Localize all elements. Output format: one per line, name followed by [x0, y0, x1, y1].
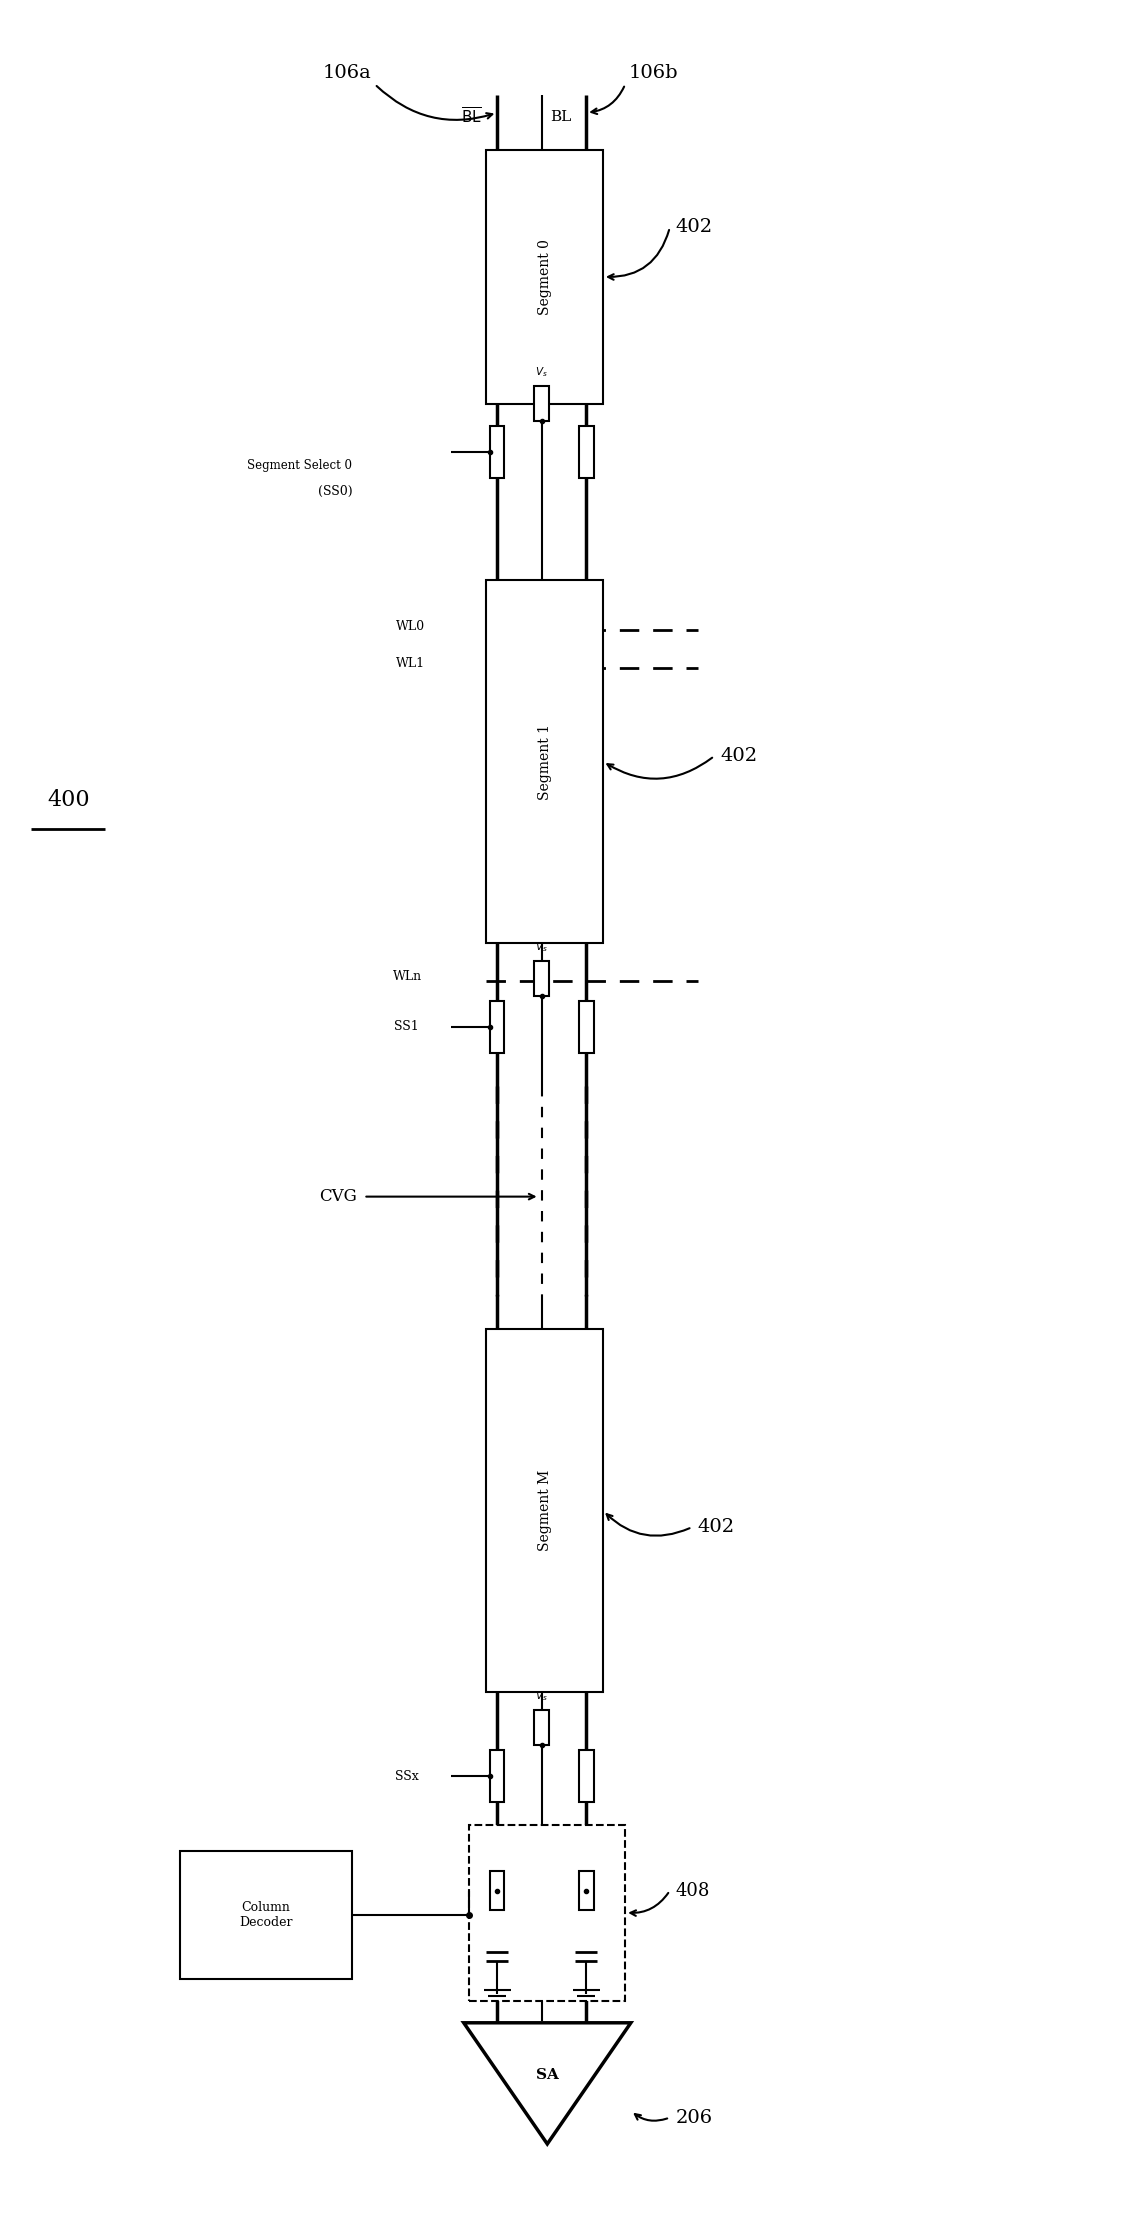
Text: SA: SA: [536, 2068, 558, 2082]
Text: Column
Decoder: Column Decoder: [239, 1900, 293, 1929]
Bar: [486, 151, 603, 403]
Text: $\overline{\mathrm{BL}}$: $\overline{\mathrm{BL}}$: [461, 106, 482, 126]
Text: (SS0): (SS0): [318, 486, 352, 499]
Text: CVG: CVG: [319, 1188, 356, 1206]
Bar: [490, 1871, 504, 1911]
Bar: [535, 960, 549, 995]
Text: 400: 400: [47, 789, 89, 811]
Text: WLn: WLn: [394, 969, 423, 982]
Text: Segment M: Segment M: [538, 1470, 552, 1552]
Bar: [486, 1328, 603, 1692]
Bar: [490, 1749, 504, 1802]
Text: WL1: WL1: [396, 656, 425, 670]
Text: 402: 402: [720, 747, 757, 765]
Text: WL0: WL0: [396, 619, 425, 632]
Text: SSx: SSx: [396, 1769, 420, 1782]
Text: Segment 1: Segment 1: [538, 723, 552, 800]
Bar: [179, 1851, 352, 1980]
Text: Segment Select 0: Segment Select 0: [247, 459, 352, 472]
Text: 106b: 106b: [628, 64, 678, 82]
Bar: [490, 1000, 504, 1053]
Text: 402: 402: [698, 1519, 734, 1536]
Bar: [535, 1709, 549, 1745]
Text: $V_s$: $V_s$: [536, 366, 548, 379]
Text: 402: 402: [676, 217, 713, 237]
Bar: [579, 426, 593, 479]
Text: 206: 206: [676, 2108, 713, 2126]
Bar: [486, 581, 603, 942]
Text: 106a: 106a: [323, 64, 371, 82]
Text: BL: BL: [550, 111, 571, 124]
Text: $V_s$: $V_s$: [536, 1689, 548, 1703]
Text: $V_s$: $V_s$: [536, 940, 548, 953]
Bar: [579, 1749, 593, 1802]
Text: SS1: SS1: [395, 1020, 420, 1033]
Bar: [579, 1871, 593, 1911]
Text: Segment 0: Segment 0: [538, 239, 552, 315]
Text: 408: 408: [676, 1882, 710, 1900]
Bar: [469, 1825, 625, 2000]
Bar: [579, 1000, 593, 1053]
Bar: [490, 426, 504, 479]
Bar: [535, 386, 549, 421]
